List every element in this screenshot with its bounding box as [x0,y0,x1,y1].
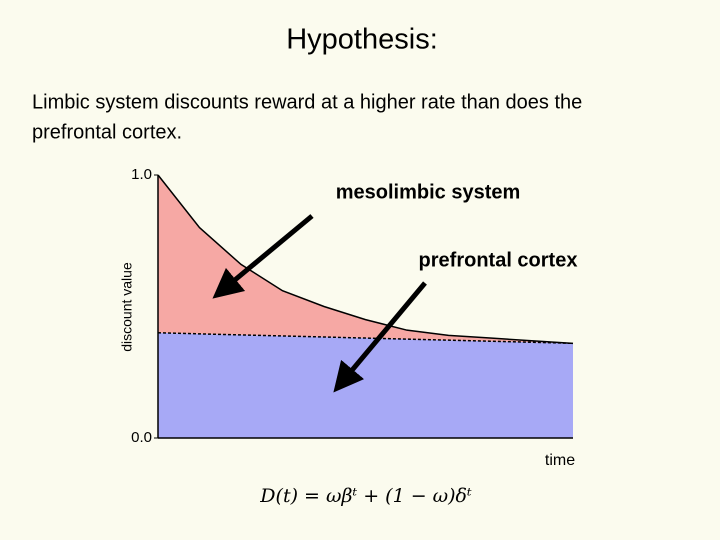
area-fill [158,175,573,344]
x-axis-label: time [545,452,575,469]
area-fill [158,332,573,438]
curve [157,174,574,345]
y-tick-label: 1.0 [131,166,152,183]
slide-title: Hypothesis: [286,24,438,56]
arrow [212,214,314,299]
formula: D(t) = ωβᵗ + (1 − ω)δᵗ [259,485,472,507]
subtitle-line: Limbic system discounts reward at a high… [32,91,582,113]
curve [157,332,574,345]
annotation: prefrontal cortex [419,249,578,271]
y-axis-label: discount value [119,262,135,352]
arrow [333,281,427,393]
subtitle-line: prefrontal cortex. [32,121,182,143]
y-tick-label: 0.0 [131,429,152,446]
annotation: mesolimbic system [336,181,521,203]
plot: 0.0 1.0 [131,166,574,446]
